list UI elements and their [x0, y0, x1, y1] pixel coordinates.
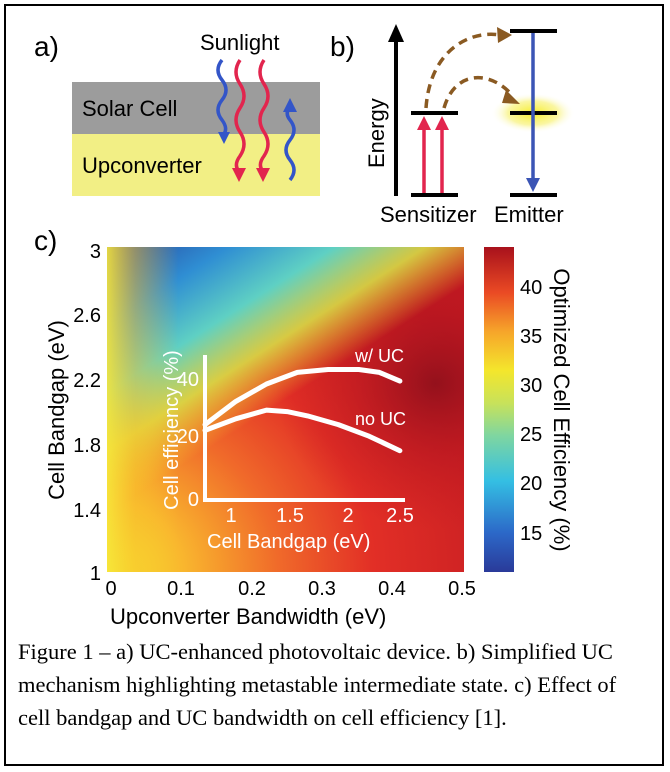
series-label-w-uc: w/ UC — [354, 346, 404, 366]
absorption-arrows — [417, 116, 449, 193]
colorbar-tick-25: 25 — [520, 424, 542, 446]
transfer-arrowhead-lower — [502, 90, 520, 104]
heatmap-y-ticks: 3 2.6 2.2 1.8 1.4 1 — [73, 241, 101, 585]
series-label-no-uc: no UC — [355, 409, 406, 429]
panel-c-label: c) — [34, 225, 57, 256]
heatmap-x-ticks: 0 0.1 0.2 0.3 0.4 0.5 — [105, 578, 475, 600]
upconverter-layer — [72, 134, 320, 196]
red-ray-1-arrowhead — [232, 168, 246, 182]
heatmap-y-label: Cell Bandgap (eV) — [44, 320, 69, 500]
inset-series — [202, 367, 403, 454]
blue-ray-emitted-arrowhead — [283, 98, 297, 112]
emission-arrow — [526, 33, 540, 192]
inset-x-ticks: 1 1.5 2 2.5 — [225, 505, 413, 527]
blue-ray-arrowhead — [218, 132, 230, 144]
colorbar — [484, 247, 514, 572]
colorbar-tick-40: 40 — [520, 277, 542, 299]
inset-y-label: Cell efficiency (%) — [161, 350, 183, 510]
heatmap-x-label: Upconverter Bandwidth (eV) — [110, 604, 386, 629]
inset-x-label: Cell Bandgap (eV) — [207, 531, 370, 553]
colorbar-tick-35: 35 — [520, 326, 542, 348]
inset-y-ticks: 40 20 0 — [177, 369, 199, 511]
x-tick-0.1: 0.1 — [167, 578, 195, 600]
panel-b: b) Energy Sensitizer Emitter — [330, 24, 575, 227]
sensitizer-label: Sensitizer — [380, 202, 477, 227]
x-tick-0.3: 0.3 — [308, 578, 336, 600]
x-tick-0.4: 0.4 — [378, 578, 406, 600]
figure-caption: Figure 1 – a) UC-enhanced photovoltaic d… — [18, 639, 617, 730]
inset-chart: w/ UC no UC 40 20 0 1 1.5 2 2.5 Cell Ban… — [161, 346, 414, 553]
inset-y-tick-40: 40 — [177, 369, 199, 391]
x-tick-0: 0 — [105, 578, 116, 600]
x-tick-0.2: 0.2 — [238, 578, 266, 600]
energy-transfer-arrows — [424, 32, 514, 109]
colorbar-title: Optimized Cell Efficiency (%) — [549, 268, 574, 551]
series-line-w-uc — [202, 367, 403, 428]
emitter-label: Emitter — [494, 202, 564, 227]
colorbar-tick-30: 30 — [520, 375, 542, 397]
solar-cell-layer — [72, 82, 320, 134]
inset-x-tick-1.5: 1.5 — [276, 505, 304, 527]
energy-axis-label: Energy — [364, 98, 389, 168]
y-tick-2.6: 2.6 — [73, 305, 101, 327]
red-ray-1 — [234, 59, 246, 171]
blue-ray-emitted — [284, 107, 296, 182]
upconverter-label: Upconverter — [82, 153, 202, 178]
y-tick-1: 1 — [90, 563, 101, 585]
inset-x-tick-2: 2 — [342, 505, 353, 527]
panel-a-label: a) — [34, 31, 59, 62]
inset-y-tick-0: 0 — [188, 489, 199, 511]
red-ray-2-arrowhead — [256, 168, 270, 182]
inset-x-tick-2.5: 2.5 — [386, 505, 414, 527]
inset-x-tick-1: 1 — [225, 505, 236, 527]
energy-axis-arrowhead — [388, 24, 404, 42]
solar-cell-label: Solar Cell — [82, 96, 177, 121]
y-tick-2.2: 2.2 — [73, 370, 101, 392]
y-tick-1.8: 1.8 — [73, 435, 101, 457]
transfer-arrowhead-upper — [497, 27, 512, 43]
series-line-no-uc — [202, 407, 403, 454]
inset-y-tick-20: 20 — [177, 426, 199, 448]
panel-b-label: b) — [330, 31, 355, 62]
red-ray-2 — [258, 59, 270, 171]
panel-c: c) 3 2.6 2.2 1.8 1.4 1 0 0.1 0.2 0.3 0.4… — [34, 225, 574, 629]
y-tick-1.4: 1.4 — [73, 500, 101, 522]
blue-ray-reflected — [216, 58, 228, 135]
panel-a: a) Solar Cell Upconverter Sunlight — [34, 30, 320, 196]
y-tick-3: 3 — [90, 241, 101, 263]
sunlight-label: Sunlight — [200, 30, 280, 55]
colorbar-ticks: 40 35 30 25 20 15 — [520, 277, 542, 545]
colorbar-tick-15: 15 — [520, 523, 542, 545]
sunlight-rays — [216, 58, 297, 182]
colorbar-tick-20: 20 — [520, 473, 542, 495]
x-tick-0.5: 0.5 — [448, 578, 476, 600]
